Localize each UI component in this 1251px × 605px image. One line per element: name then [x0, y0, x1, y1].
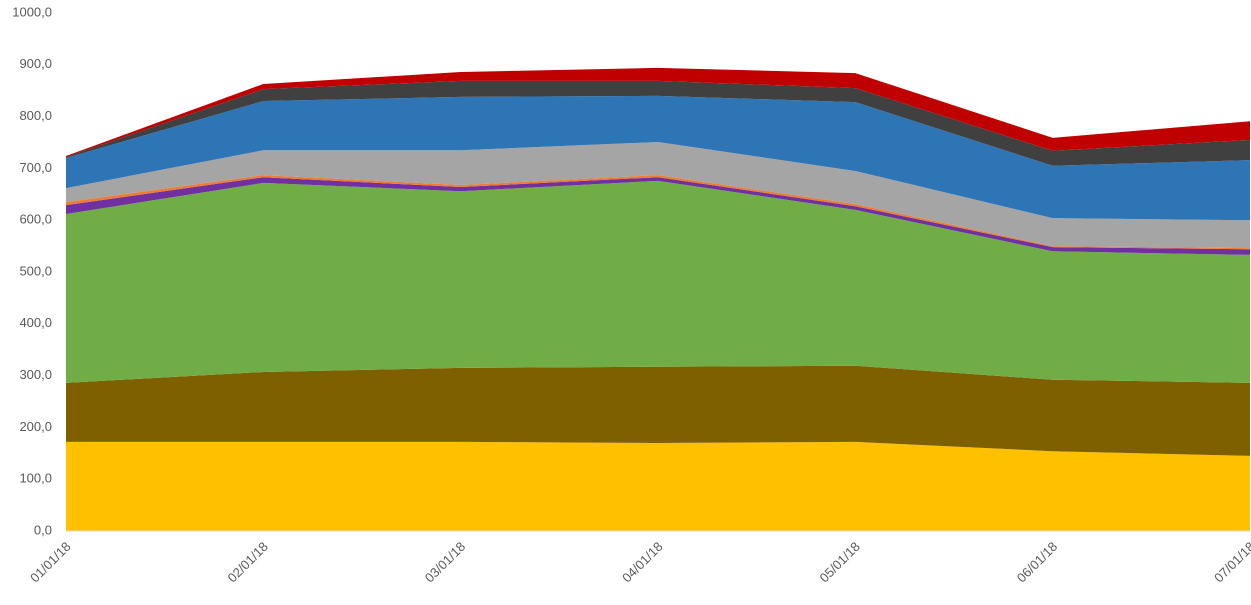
area: [66, 180, 1250, 383]
y-tick-label: 700,0: [19, 160, 52, 175]
area: [66, 441, 1250, 531]
y-tick-label: 1000,0: [12, 4, 52, 19]
y-tick-label: 900,0: [19, 56, 52, 71]
area: [66, 80, 1250, 166]
y-tick-label: 200,0: [19, 419, 52, 434]
y-tick-label: 400,0: [19, 315, 52, 330]
y-tick-label: 500,0: [19, 263, 52, 278]
y-tick-label: 300,0: [19, 367, 52, 382]
x-tick-label: 03/01/18: [422, 539, 468, 585]
y-tick-label: 600,0: [19, 212, 52, 227]
area: [66, 95, 1250, 221]
x-tick-label: 01/01/18: [27, 539, 73, 585]
x-tick-label: 06/01/18: [1014, 539, 1060, 585]
area: [66, 141, 1250, 249]
y-tick-label: 100,0: [19, 471, 52, 486]
y-tick-label: 800,0: [19, 108, 52, 123]
x-tick-label: 04/01/18: [619, 539, 665, 585]
area: [66, 365, 1250, 456]
x-tick-label: 02/01/18: [224, 539, 270, 585]
x-tick-label: 07/01/18: [1211, 539, 1251, 585]
y-tick-label: 0,0: [34, 522, 52, 537]
x-tick-label: 05/01/18: [816, 539, 862, 585]
